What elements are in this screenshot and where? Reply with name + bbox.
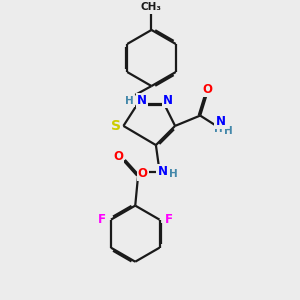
Text: N: N	[158, 165, 167, 178]
Text: O: O	[138, 167, 148, 180]
Text: H: H	[214, 124, 223, 134]
Text: S: S	[111, 119, 121, 133]
Text: H: H	[125, 96, 134, 106]
Text: CH₃: CH₃	[141, 2, 162, 12]
Text: N: N	[216, 115, 226, 128]
Text: O: O	[113, 150, 123, 164]
Text: H: H	[169, 169, 177, 179]
Text: F: F	[98, 213, 106, 226]
Text: H: H	[224, 126, 233, 136]
Text: F: F	[165, 213, 173, 226]
Text: N: N	[163, 94, 173, 107]
Text: O: O	[202, 83, 213, 96]
Text: N: N	[137, 94, 147, 107]
